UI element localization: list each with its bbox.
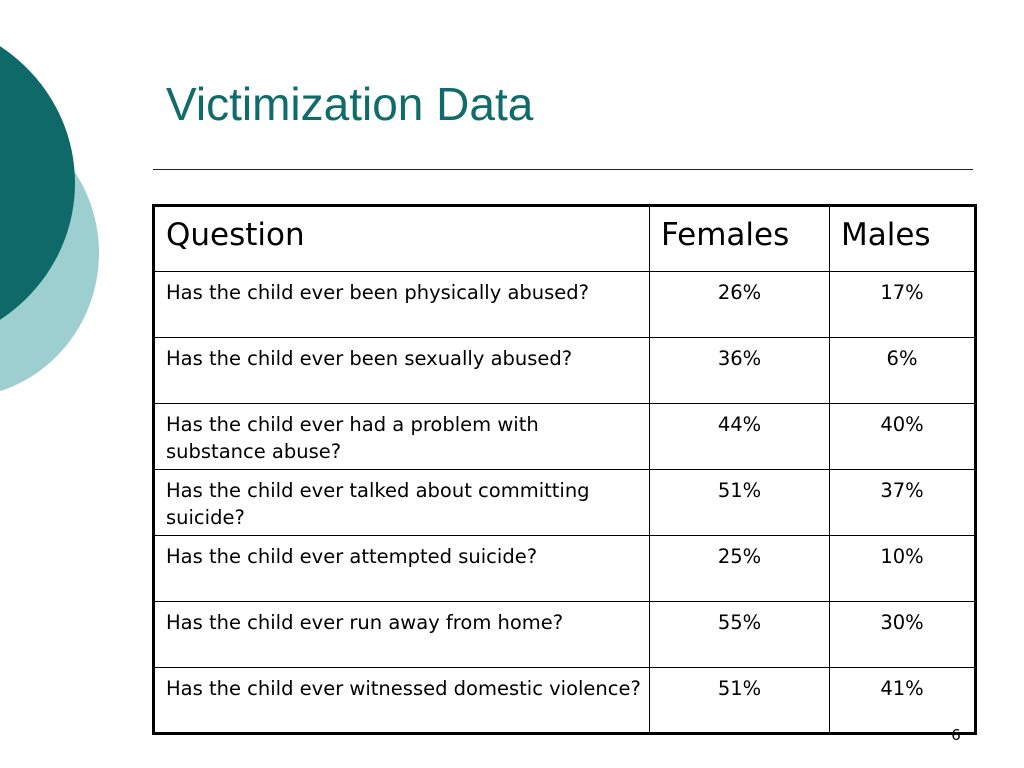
males-cell: 40%	[829, 403, 976, 470]
table-row: Has the child ever been sexually abused?…	[153, 337, 976, 404]
question-cell: Has the child ever talked about committi…	[153, 469, 650, 536]
females-cell: 51%	[649, 469, 830, 536]
header-males: Males	[829, 205, 976, 272]
page-number: 6	[951, 726, 961, 744]
header-females: Females	[649, 205, 830, 272]
females-cell: 51%	[649, 667, 830, 734]
females-cell: 26%	[649, 271, 830, 338]
males-cell: 30%	[829, 601, 976, 668]
victimization-table: Question Females Males Has the child eve…	[152, 204, 977, 735]
slide-title: Victimization Data	[166, 78, 534, 130]
males-cell: 10%	[829, 535, 976, 602]
table-header-row: Question Females Males	[153, 205, 976, 272]
question-cell: Has the child ever had a problem with su…	[153, 403, 650, 470]
title-divider	[153, 169, 973, 170]
males-cell: 41%	[829, 667, 976, 734]
question-cell: Has the child ever attempted suicide?	[153, 535, 650, 602]
question-cell: Has the child ever been sexually abused?	[153, 337, 650, 404]
question-cell: Has the child ever witnessed domestic vi…	[153, 667, 650, 734]
header-question: Question	[153, 205, 650, 272]
table-row: Has the child ever witnessed domestic vi…	[153, 667, 976, 734]
table-row: Has the child ever had a problem with su…	[153, 403, 976, 470]
question-cell: Has the child ever been physically abuse…	[153, 271, 650, 338]
table-row: Has the child ever been physically abuse…	[153, 271, 976, 338]
females-cell: 25%	[649, 535, 830, 602]
table-row: Has the child ever talked about committi…	[153, 469, 976, 536]
females-cell: 44%	[649, 403, 830, 470]
males-cell: 37%	[829, 469, 976, 536]
table-row: Has the child ever run away from home? 5…	[153, 601, 976, 668]
females-cell: 36%	[649, 337, 830, 404]
question-cell: Has the child ever run away from home?	[153, 601, 650, 668]
table-row: Has the child ever attempted suicide? 25…	[153, 535, 976, 602]
males-cell: 6%	[829, 337, 976, 404]
males-cell: 17%	[829, 271, 976, 338]
females-cell: 55%	[649, 601, 830, 668]
